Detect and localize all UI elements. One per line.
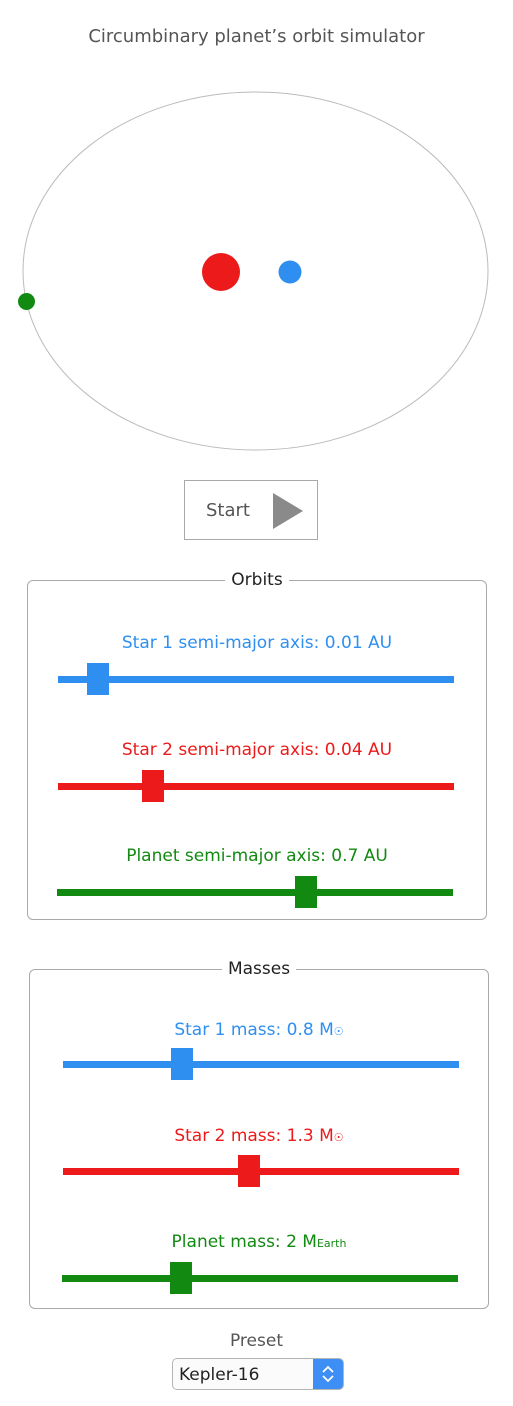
planet-mass-label: Planet mass: 2 MEarth bbox=[30, 1232, 488, 1252]
star1-mass-thumb[interactable] bbox=[170, 1048, 193, 1080]
star2-mass-unit: ☉ bbox=[333, 1131, 344, 1144]
masses-panel: Masses Star 1 mass: 0.8 M☉ Star 2 mass: … bbox=[29, 959, 489, 1309]
planet-semi-major-axis-slider[interactable] bbox=[57, 876, 453, 908]
star1-semi-major-axis-slider[interactable] bbox=[58, 663, 454, 695]
planet-body bbox=[18, 293, 35, 310]
planet-semi-major-axis-thumb[interactable] bbox=[295, 876, 318, 908]
start-button[interactable]: Start bbox=[184, 480, 318, 540]
orbits-legend: Orbits bbox=[231, 570, 283, 590]
planet-semi-major-axis-label: Planet semi-major axis: 0.7 AU bbox=[126, 846, 388, 866]
preset-selected-value: Kepler-16 bbox=[179, 1365, 260, 1385]
planet-mass-unit: Earth bbox=[316, 1237, 347, 1250]
star1-mass-label: Star 1 mass: 0.8 M☉ bbox=[30, 1020, 488, 1040]
star2-mass-slider[interactable] bbox=[63, 1155, 459, 1187]
star2-semi-major-axis-thumb[interactable] bbox=[142, 770, 165, 802]
planet-mass-thumb[interactable] bbox=[169, 1262, 192, 1294]
star2-mass-thumb[interactable] bbox=[238, 1155, 261, 1187]
page-title: Circumbinary planet’s orbit simulator bbox=[88, 26, 425, 47]
preset-label: Preset bbox=[229, 1331, 283, 1351]
planet-mass-text: Planet mass: 2 M bbox=[171, 1232, 317, 1252]
masses-legend: Masses bbox=[227, 959, 291, 979]
start-button-label: Start bbox=[206, 500, 250, 521]
preset-select[interactable]: Kepler-16 bbox=[172, 1358, 344, 1390]
star1-semi-major-axis-label: Star 1 semi-major axis: 0.01 AU bbox=[121, 633, 393, 653]
star1-semi-major-axis-thumb[interactable] bbox=[86, 663, 109, 695]
star1-mass-text: Star 1 mass: 0.8 M bbox=[174, 1020, 334, 1040]
planet-mass-slider[interactable] bbox=[62, 1262, 458, 1294]
orbit-simulation-canvas bbox=[18, 91, 489, 451]
play-icon bbox=[273, 493, 303, 529]
star2-mass-text: Star 2 mass: 1.3 M bbox=[174, 1126, 334, 1146]
star1-mass-slider[interactable] bbox=[63, 1048, 459, 1080]
star2-mass-label: Star 2 mass: 1.3 M☉ bbox=[30, 1126, 488, 1146]
star2-body bbox=[202, 253, 240, 291]
select-arrows-icon bbox=[313, 1359, 343, 1389]
star1-body bbox=[278, 260, 302, 284]
orbits-panel: Orbits Star 1 semi-major axis: 0.01 AU S… bbox=[27, 570, 487, 920]
star2-semi-major-axis-slider[interactable] bbox=[58, 770, 454, 802]
star1-mass-unit: ☉ bbox=[333, 1025, 344, 1038]
planet-orbit-path bbox=[22, 91, 489, 451]
star2-semi-major-axis-label: Star 2 semi-major axis: 0.04 AU bbox=[121, 740, 393, 760]
